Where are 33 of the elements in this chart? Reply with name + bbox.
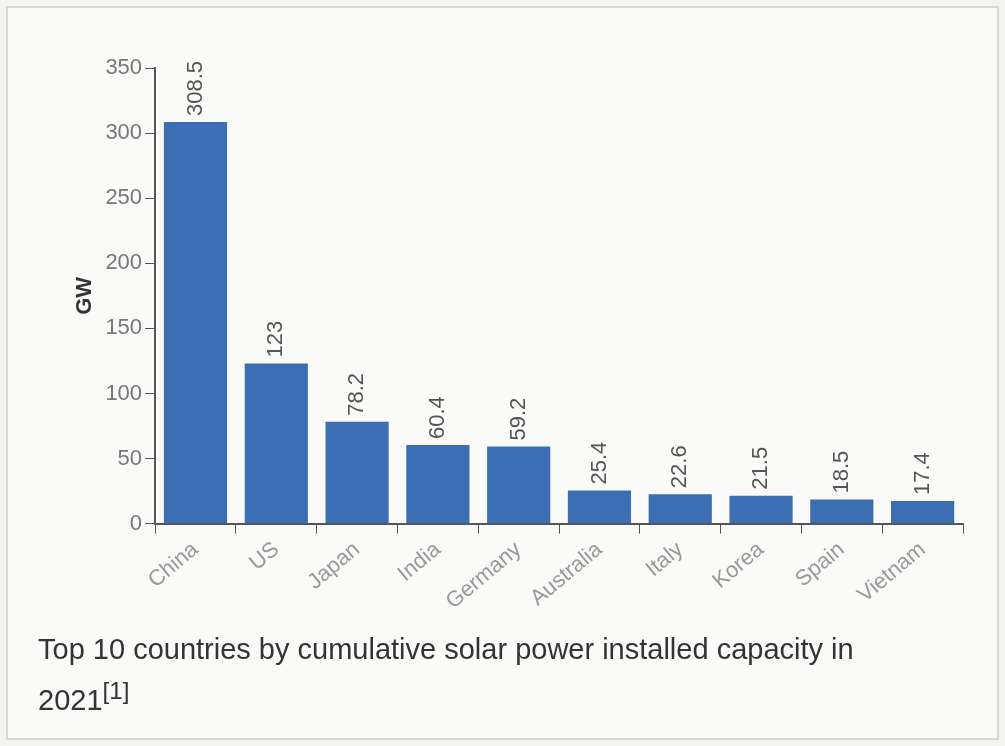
y-tick-label: 50 (117, 444, 143, 470)
text: Top 10 countries by cumulative solar power installed capacity in 2021$^{[1]}$ (38, 632, 855, 718)
y-tick-label: 250 (105, 184, 143, 210)
bar (406, 445, 470, 524)
data-label: 22.6 (666, 445, 692, 489)
data-label: 308.5 (181, 60, 207, 117)
bar (810, 499, 874, 524)
data-label: 17.4 (908, 452, 934, 495)
data-label: 21.5 (747, 446, 773, 490)
bar (648, 494, 712, 524)
y-tick-label: 0 (129, 509, 143, 535)
y-tick-label: 150 (105, 314, 143, 340)
data-label: 60.4 (423, 396, 449, 439)
bar (244, 363, 308, 524)
data-label: 25.4 (585, 441, 611, 485)
x-tick-label: US (243, 536, 284, 575)
data-label: 18.5 (827, 450, 853, 494)
bar (891, 500, 955, 524)
x-tick-label: Italy (640, 536, 688, 582)
bar (729, 495, 793, 524)
y-tick-label: 300 (105, 119, 143, 145)
bar (567, 490, 632, 524)
bar (487, 446, 551, 524)
bar (325, 421, 389, 524)
y-tick-label: 350 (105, 54, 143, 80)
y-tick-label: 100 (105, 379, 143, 405)
data-label: 59.2 (504, 397, 530, 441)
y-axis-title: GW (71, 276, 97, 315)
data-label: 78.2 (343, 373, 369, 416)
bar (163, 122, 228, 524)
y-tick-label: 200 (105, 249, 143, 275)
data-label: 123 (262, 320, 288, 358)
x-tick-label: India (392, 535, 446, 586)
